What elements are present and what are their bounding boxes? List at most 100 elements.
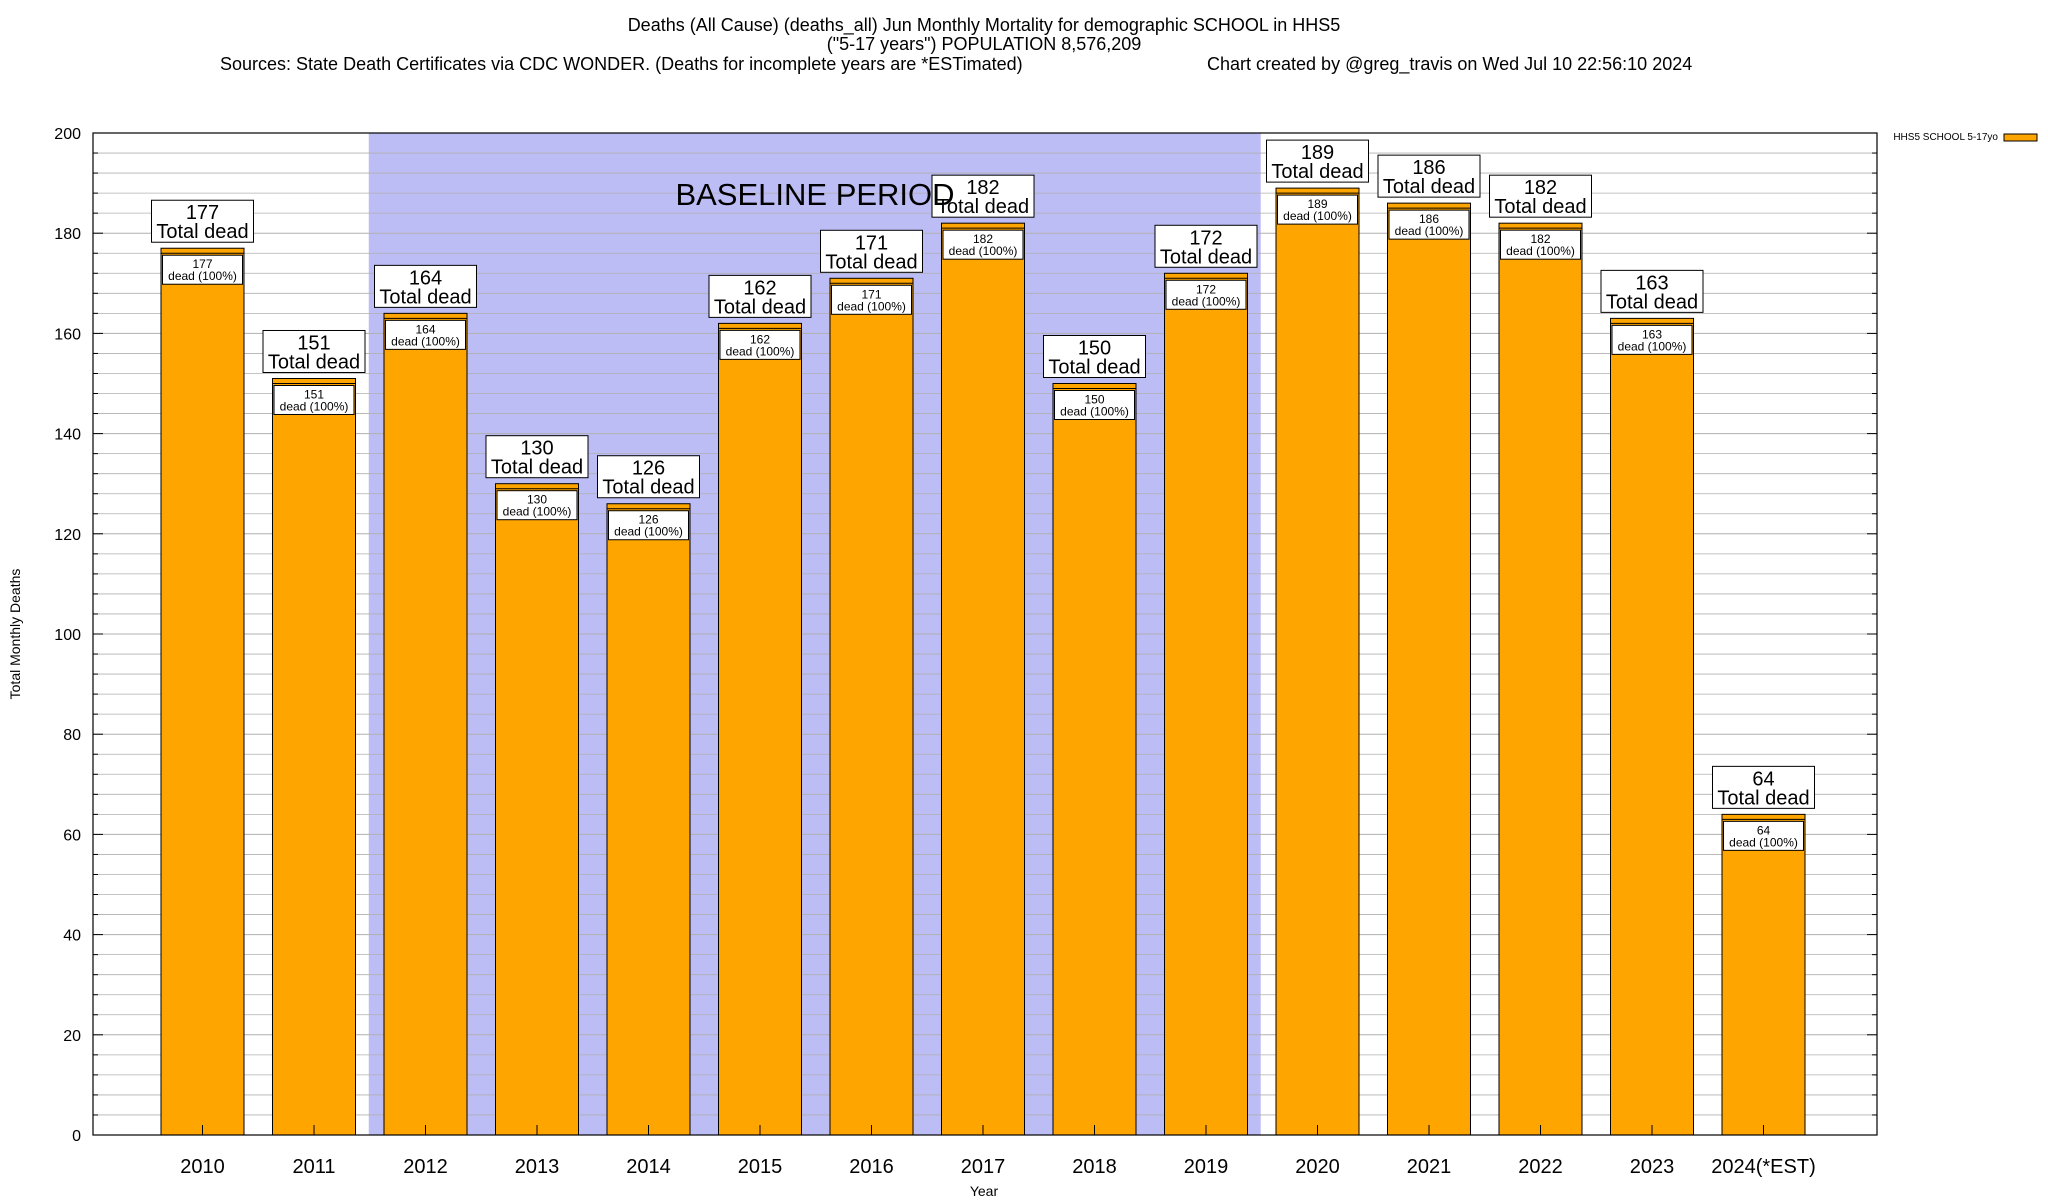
- legend-label: HHS5 SCHOOL 5-17yo: [1893, 132, 1998, 143]
- bar-top-label-box: [1489, 174, 1592, 218]
- bar-top-value: 64: [1752, 768, 1774, 790]
- bar-top-label: Total dead: [379, 286, 471, 308]
- y-tick-label: 160: [54, 326, 81, 343]
- x-axis-label: Year: [970, 1183, 999, 1199]
- chart-title-line1: Deaths (All Cause) (deaths_all) Jun Mont…: [628, 15, 1341, 36]
- bar-top-label: Total dead: [268, 351, 360, 373]
- x-tick-label: 2019: [1184, 1156, 1229, 1178]
- x-tick-label: 2010: [180, 1156, 225, 1178]
- bar: [606, 503, 691, 1136]
- bar-inner-label-box: [831, 284, 912, 315]
- x-tick-label: 2015: [738, 1156, 783, 1178]
- y-tick-label: 100: [54, 627, 81, 644]
- bar-top-label-box: [374, 264, 477, 308]
- bar-top-label: Total dead: [491, 457, 583, 479]
- plot-frame: [92, 132, 1878, 1136]
- bar-inner-value: 64: [1757, 823, 1771, 837]
- bar-inner-value: 172: [1196, 282, 1216, 296]
- legend: HHS5 SCHOOL 5-17yo: [1893, 132, 2038, 143]
- bar-top-value: 163: [1635, 272, 1668, 294]
- bar-top-label: Total dead: [1494, 196, 1586, 218]
- bar-inner-label-box: [273, 384, 355, 415]
- bar-inner-label: dead (100%): [1395, 224, 1464, 238]
- bar-inner-label: dead (100%): [280, 399, 349, 413]
- bar-inner-value: 182: [973, 232, 993, 246]
- legend-swatch: [2003, 133, 2038, 142]
- bar-inner-value: 186: [1419, 212, 1439, 226]
- bar: [272, 377, 356, 1136]
- y-tick-label: 140: [54, 427, 81, 444]
- bar-inner-value: 163: [1642, 327, 1662, 341]
- chart-sources: Sources: State Death Certificates via CD…: [220, 54, 1023, 74]
- bar-top-label-box: [1043, 335, 1146, 378]
- x-tick-label: 2018: [1072, 1156, 1117, 1178]
- chart-credit: Chart created by @greg_travis on Wed Jul…: [1207, 54, 1692, 75]
- x-tick-label: 2014: [626, 1156, 671, 1178]
- bar-top-label: Total dead: [602, 477, 694, 499]
- bar-top-label-box: [1600, 269, 1704, 313]
- bar: [383, 312, 468, 1136]
- bar-top-value: 182: [1524, 177, 1557, 199]
- bar-top-value: 171: [855, 232, 888, 254]
- baseline-period-label: BASELINE PERIOD: [675, 177, 954, 212]
- bar-inner-label: dead (100%): [837, 299, 906, 313]
- y-tick-label: 60: [63, 827, 81, 844]
- y-tick-label: 200: [54, 126, 81, 143]
- bar-inner-label-box: [608, 510, 689, 541]
- bar-top-value: 162: [743, 277, 776, 299]
- chart-title-line2: ("5-17 years") POPULATION 8,576,209: [827, 34, 1142, 54]
- bar-inner-value: 171: [861, 287, 881, 301]
- x-tick-label: 2017: [961, 1156, 1006, 1178]
- bar-top-label: Total dead: [1048, 357, 1140, 379]
- bar-inner-label: dead (100%): [1172, 294, 1241, 308]
- bar-top-label: Total dead: [825, 251, 917, 273]
- bar-inner-label: dead (100%): [391, 334, 460, 348]
- bar: [160, 247, 245, 1136]
- y-tick-label: 0: [72, 1128, 81, 1145]
- bar-inner-label: dead (100%): [1729, 835, 1798, 849]
- bar: [1387, 202, 1471, 1136]
- x-tick-label: 2011: [292, 1156, 335, 1178]
- bar-top-label-box: [1377, 154, 1481, 198]
- bar-top-label: Total dead: [1717, 787, 1809, 809]
- x-tick-label: 2020: [1295, 1156, 1340, 1178]
- bar-inner-label-box: [162, 254, 243, 285]
- bar-inner-value: 130: [527, 493, 547, 507]
- bar-inner-label-box: [1611, 324, 1693, 355]
- bar-top-value: 189: [1301, 142, 1334, 164]
- x-tick-label: 2013: [515, 1156, 560, 1178]
- bar-inner-value: 151: [304, 387, 324, 401]
- bar-top-value: 172: [1189, 227, 1222, 249]
- bar-inner-label: dead (100%): [614, 525, 683, 539]
- bar-top-label: Total dead: [937, 196, 1029, 218]
- bar-inner-label-box: [496, 490, 578, 521]
- x-tick-label: 2021: [1407, 1156, 1452, 1178]
- bar-inner-label-box: [719, 329, 801, 360]
- bar-top-value: 164: [409, 267, 442, 289]
- y-tick-label: 180: [54, 226, 81, 243]
- bar-inner-label-box: [1723, 820, 1804, 851]
- bar: [1721, 813, 1806, 1136]
- bar-top-label: Total dead: [156, 221, 248, 243]
- bar-top-label-box: [1154, 224, 1258, 268]
- bar-top-label: Total dead: [714, 296, 806, 318]
- bar-inner-label-box: [385, 319, 466, 350]
- bar-inner-value: 150: [1084, 393, 1104, 407]
- bar-inner-label-box: [1277, 194, 1358, 225]
- bar-inner-label: dead (100%): [1060, 405, 1129, 419]
- bar-inner-label-box: [1388, 209, 1470, 240]
- bar-inner-value: 164: [415, 322, 435, 336]
- bar-inner-label-box: [1054, 390, 1135, 420]
- bar-top-label-box: [151, 199, 254, 243]
- y-tick-label: 40: [63, 928, 81, 945]
- bar-inner-label: dead (100%): [168, 269, 237, 283]
